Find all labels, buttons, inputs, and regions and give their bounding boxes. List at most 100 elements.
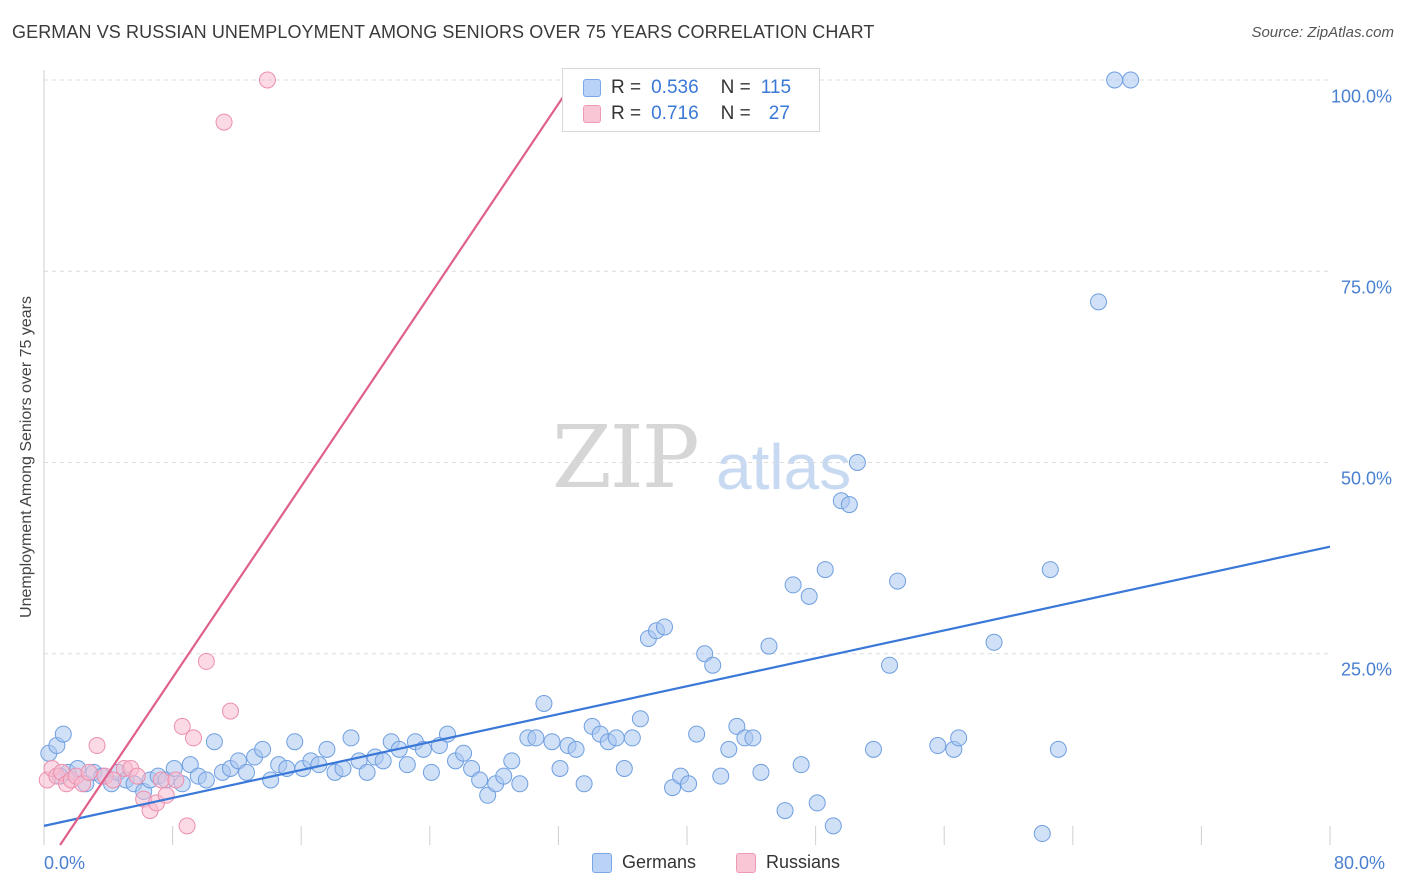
german-point-99[interactable] — [840, 496, 858, 514]
german-point-27[interactable] — [254, 740, 272, 758]
german-point-80[interactable] — [680, 775, 698, 793]
y-tick-label-100: 100.0% — [1330, 86, 1392, 107]
germans-n-label: N = — [720, 77, 751, 98]
german-point-61[interactable] — [527, 729, 545, 747]
correlation-legend: R = 0.536 N = 115 R = 0.716 N = 27 — [562, 68, 820, 132]
german-point-77[interactable] — [655, 618, 673, 636]
german-point-111[interactable] — [1090, 293, 1108, 311]
russian-point-18[interactable] — [152, 771, 170, 789]
german-point-73[interactable] — [623, 729, 641, 747]
german-point-58[interactable] — [503, 752, 521, 770]
german-point-106[interactable] — [950, 729, 968, 747]
watermark-atlas: atlas — [716, 431, 852, 503]
german-point-31[interactable] — [286, 733, 304, 751]
german-point-72[interactable] — [615, 760, 633, 777]
x-tick-label-max: 80.0% — [1334, 853, 1386, 873]
legend-item-germans[interactable]: Germans — [592, 852, 696, 873]
german-point-112[interactable] — [1106, 71, 1124, 89]
german-point-74[interactable] — [631, 710, 649, 728]
russian-point-26[interactable] — [215, 113, 233, 131]
russian-point-14[interactable] — [128, 767, 146, 785]
germans-legend-label: Germans — [622, 852, 697, 872]
russian-point-23[interactable] — [184, 729, 202, 747]
german-point-113[interactable] — [1122, 71, 1140, 89]
german-point-81[interactable] — [688, 725, 706, 743]
german-point-40[interactable] — [358, 763, 376, 781]
german-point-102[interactable] — [881, 656, 899, 674]
german-point-103[interactable] — [889, 572, 907, 590]
german-point-38[interactable] — [342, 729, 360, 747]
german-point-84[interactable] — [712, 767, 730, 785]
german-point-108[interactable] — [1033, 825, 1051, 843]
german-point-93[interactable] — [792, 756, 810, 774]
german-point-88[interactable] — [744, 729, 762, 747]
german-point-110[interactable] — [1049, 740, 1067, 758]
german-point-83[interactable] — [704, 656, 722, 674]
german-point-42[interactable] — [374, 752, 392, 770]
german-point-45[interactable] — [398, 756, 416, 774]
german-point-97[interactable] — [824, 817, 842, 835]
russians-swatch — [583, 105, 601, 123]
russian-point-22[interactable] — [178, 817, 196, 835]
grid-lines — [44, 79, 1330, 655]
german-point-54[interactable] — [471, 771, 489, 789]
germans-r-value: 0.536 — [651, 77, 699, 98]
german-point-96[interactable] — [816, 561, 834, 579]
russians-n-value: 27 — [768, 103, 790, 124]
y-axis-label: Unemployment Among Seniors over 75 years — [18, 296, 35, 618]
german-point-20[interactable] — [197, 771, 215, 789]
russian-point-24[interactable] — [197, 652, 215, 670]
german-point-52[interactable] — [455, 744, 473, 762]
russian-point-8[interactable] — [80, 763, 98, 781]
german-point-35[interactable] — [318, 740, 336, 758]
german-point-101[interactable] — [864, 740, 882, 758]
russian-point-25[interactable] — [221, 702, 239, 720]
german-point-104[interactable] — [929, 737, 947, 755]
germans-n-value: 115 — [760, 77, 792, 98]
german-point-100[interactable] — [848, 454, 866, 471]
russian-trend-line — [59, 79, 576, 846]
watermark-zip: ZIP — [552, 408, 700, 508]
german-point-57[interactable] — [495, 767, 513, 785]
germans-r-label: R = — [611, 77, 642, 98]
legend-row-germans: R = 0.536 N = 115 — [583, 77, 791, 99]
german-point-95[interactable] — [808, 794, 826, 812]
x-tick-label-min: 0.0% — [44, 853, 86, 873]
german-point-94[interactable] — [800, 587, 818, 605]
y-tick-label-25: 25.0% — [1340, 659, 1392, 680]
german-point-71[interactable] — [607, 729, 625, 747]
german-point-66[interactable] — [567, 740, 585, 758]
german-point-91[interactable] — [776, 802, 794, 820]
y-tick-label-50: 50.0% — [1340, 468, 1392, 489]
german-point-92[interactable] — [784, 576, 802, 594]
source-label: Source: ZipAtlas.com — [1251, 24, 1394, 41]
russian-point-20[interactable] — [167, 771, 185, 789]
german-point-67[interactable] — [575, 775, 593, 793]
germans-swatch — [583, 79, 601, 97]
german-point-25[interactable] — [238, 763, 256, 781]
russians-r-label: R = — [611, 103, 642, 124]
data-points — [38, 71, 1140, 843]
russian-point-27[interactable] — [258, 71, 276, 89]
german-point-64[interactable] — [551, 760, 569, 777]
german-point-48[interactable] — [422, 763, 440, 781]
russian-point-21[interactable] — [173, 717, 191, 735]
german-point-63[interactable] — [543, 733, 561, 751]
german-point-21[interactable] — [205, 733, 223, 751]
german-trend-line — [43, 545, 1331, 827]
germans-legend-swatch — [592, 852, 612, 873]
russian-point-9[interactable] — [88, 737, 106, 755]
german-point-109[interactable] — [1041, 561, 1059, 579]
german-point-62[interactable] — [535, 694, 553, 712]
german-point-59[interactable] — [511, 775, 529, 793]
german-point-2[interactable] — [54, 725, 72, 743]
chart-title: GERMAN VS RUSSIAN UNEMPLOYMENT AMONG SEN… — [12, 22, 875, 42]
german-point-107[interactable] — [985, 633, 1003, 651]
german-point-89[interactable] — [752, 763, 770, 781]
german-point-90[interactable] — [760, 637, 778, 655]
russians-n-label: N = — [720, 103, 751, 124]
german-point-85[interactable] — [720, 740, 738, 758]
russians-legend-label: Russians — [766, 852, 841, 872]
legend-item-russians[interactable]: Russians — [736, 852, 840, 873]
